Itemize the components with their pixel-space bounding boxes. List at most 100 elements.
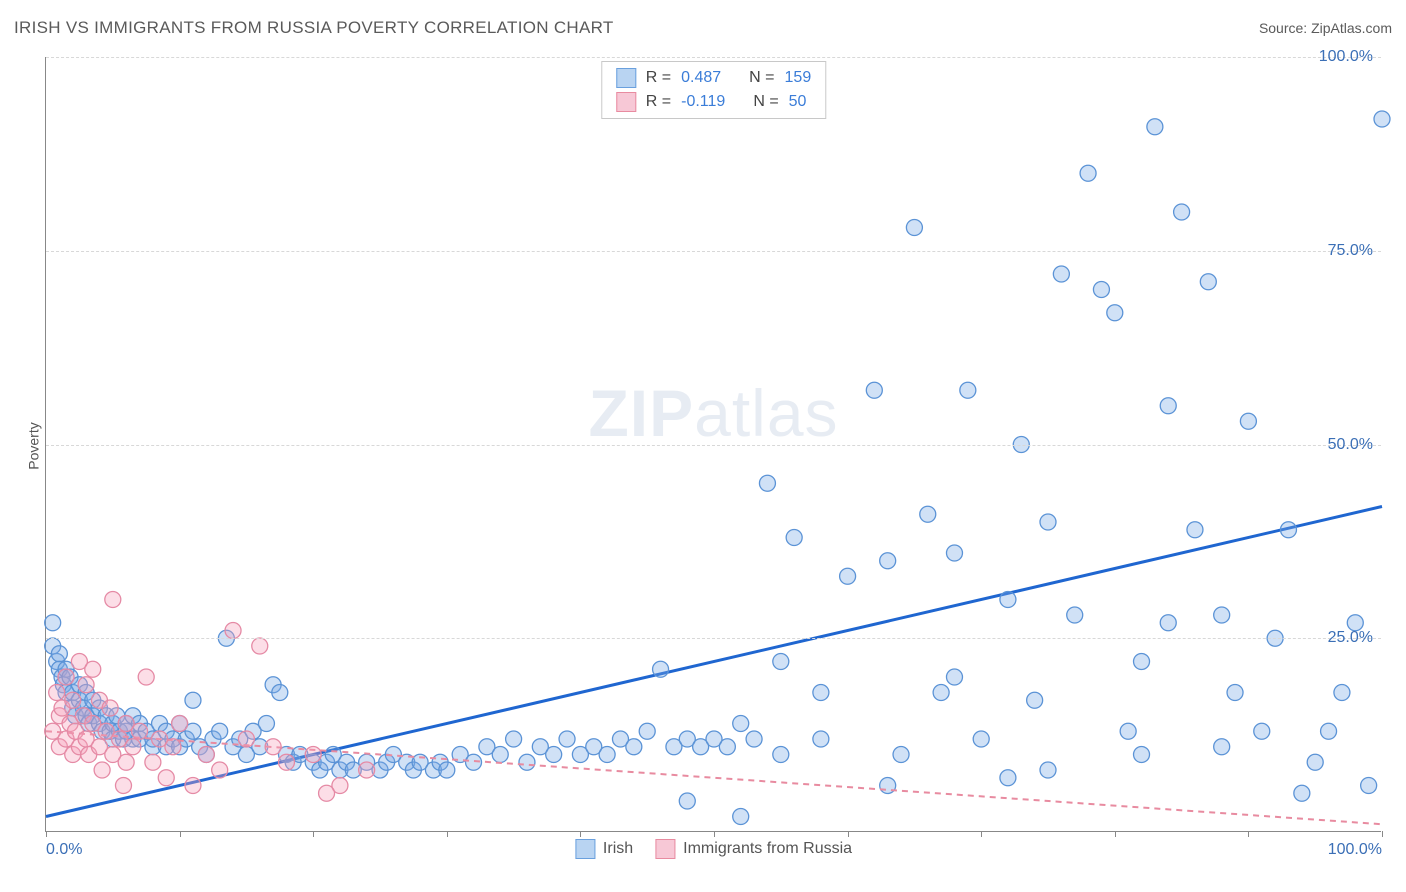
point-irish: [733, 716, 749, 732]
ytick-label: 25.0%: [1328, 629, 1373, 647]
point-irish: [880, 553, 896, 569]
point-irish: [773, 654, 789, 670]
n-value-irish: 159: [785, 66, 812, 90]
xtick-label: 0.0%: [46, 841, 82, 859]
point-russia: [49, 685, 65, 701]
r-value-irish: 0.487: [681, 66, 721, 90]
xtick: [1115, 831, 1116, 837]
point-irish: [45, 615, 61, 631]
point-irish: [1053, 266, 1069, 282]
y-axis-label: Poverty: [26, 422, 42, 469]
point-irish: [906, 220, 922, 236]
point-irish: [1240, 413, 1256, 429]
point-russia: [58, 669, 74, 685]
point-russia: [172, 716, 188, 732]
xtick: [714, 831, 715, 837]
point-irish: [1134, 747, 1150, 763]
point-irish: [933, 685, 949, 701]
point-russia: [94, 762, 110, 778]
point-irish: [1040, 762, 1056, 778]
point-irish: [272, 685, 288, 701]
ytick-label: 50.0%: [1328, 436, 1373, 454]
swatch-russia: [616, 92, 636, 112]
point-irish: [840, 568, 856, 584]
point-russia: [125, 739, 141, 755]
gridline: [46, 638, 1381, 639]
point-irish: [506, 731, 522, 747]
xtick: [180, 831, 181, 837]
point-irish: [893, 747, 909, 763]
point-irish: [51, 646, 67, 662]
point-irish: [439, 762, 455, 778]
point-russia: [238, 731, 254, 747]
point-irish: [1000, 770, 1016, 786]
point-irish: [1214, 607, 1230, 623]
point-russia: [132, 723, 148, 739]
point-russia: [265, 739, 281, 755]
point-irish: [1027, 692, 1043, 708]
point-irish: [733, 809, 749, 825]
point-irish: [1227, 685, 1243, 701]
xtick: [1382, 831, 1383, 837]
point-russia: [252, 638, 268, 654]
point-irish: [1040, 514, 1056, 530]
point-russia: [115, 778, 131, 794]
xtick: [580, 831, 581, 837]
point-russia: [212, 762, 228, 778]
point-irish: [1307, 754, 1323, 770]
point-irish: [1374, 111, 1390, 127]
ytick-label: 100.0%: [1319, 48, 1373, 66]
point-irish: [1160, 398, 1176, 414]
xtick: [848, 831, 849, 837]
correlation-stats-box: R = 0.487 N = 159 R = -0.119 N = 50: [601, 61, 826, 119]
legend-label-russia: Immigrants from Russia: [683, 840, 852, 858]
point-irish: [1120, 723, 1136, 739]
chart-header: IRISH VS IMMIGRANTS FROM RUSSIA POVERTY …: [14, 18, 1392, 38]
point-irish: [1200, 274, 1216, 290]
legend-item-irish: Irish: [575, 839, 633, 859]
point-irish: [1174, 204, 1190, 220]
point-irish: [920, 506, 936, 522]
point-irish: [1254, 723, 1270, 739]
point-irish: [1000, 592, 1016, 608]
point-irish: [1067, 607, 1083, 623]
point-irish: [258, 716, 274, 732]
point-russia: [359, 762, 375, 778]
point-irish: [813, 731, 829, 747]
point-irish: [786, 530, 802, 546]
xtick: [1248, 831, 1249, 837]
point-russia: [278, 754, 294, 770]
point-irish: [653, 661, 669, 677]
swatch-irish: [616, 68, 636, 88]
point-russia: [65, 692, 81, 708]
point-russia: [185, 778, 201, 794]
chart-plot-area: ZIPatlas R = 0.487 N = 159 R = -0.119 N …: [45, 57, 1381, 832]
point-irish: [946, 545, 962, 561]
point-irish: [813, 685, 829, 701]
point-irish: [1080, 165, 1096, 181]
point-irish: [1321, 723, 1337, 739]
point-russia: [138, 669, 154, 685]
chart-source: Source: ZipAtlas.com: [1259, 20, 1392, 36]
point-russia: [85, 661, 101, 677]
gridline: [46, 57, 1381, 58]
stats-row-irish: R = 0.487 N = 159: [616, 66, 811, 90]
ytick-label: 75.0%: [1328, 242, 1373, 260]
point-russia: [78, 677, 94, 693]
point-russia: [102, 700, 118, 716]
point-irish: [1361, 778, 1377, 794]
point-irish: [626, 739, 642, 755]
point-irish: [185, 692, 201, 708]
trend-line-irish: [46, 507, 1382, 817]
point-irish: [1107, 305, 1123, 321]
point-russia: [145, 754, 161, 770]
point-irish: [1294, 785, 1310, 801]
gridline: [46, 445, 1381, 446]
xtick-label: 100.0%: [1328, 841, 1382, 859]
point-irish: [492, 747, 508, 763]
legend-swatch-russia: [655, 839, 675, 859]
point-irish: [946, 669, 962, 685]
point-irish: [960, 382, 976, 398]
point-russia: [158, 770, 174, 786]
legend-label-irish: Irish: [603, 840, 633, 858]
